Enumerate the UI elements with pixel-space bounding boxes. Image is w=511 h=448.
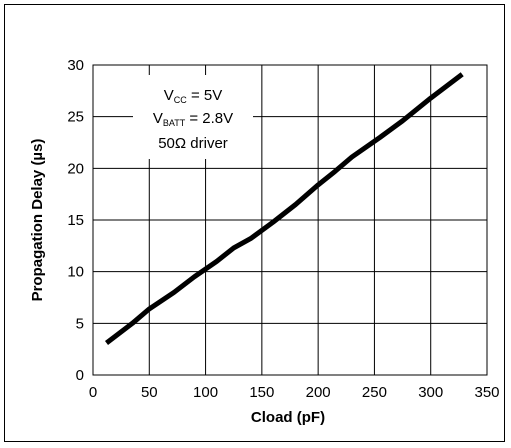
x-tick-label: 300 (418, 384, 443, 401)
x-tick-label: 0 (89, 384, 97, 401)
x-tick-label: 150 (249, 384, 274, 401)
x-tick-label: 250 (362, 384, 387, 401)
tick-labels: 0 50 100 150 200 250 300 350 0 5 10 15 20 25 30 (67, 57, 499, 401)
annotation-vcc: VCC = 5V (164, 87, 222, 105)
annotation-vbatt: VBATT = 2.8V (153, 110, 233, 128)
y-tick-label: 5 (76, 315, 84, 332)
y-tick-label: 15 (67, 212, 84, 229)
plot-area (92, 64, 488, 376)
x-axis-title: Cload (pF) (251, 409, 325, 426)
annotation-background (133, 75, 253, 159)
y-tick-label: 25 (67, 109, 84, 126)
x-tick-label: 200 (306, 384, 331, 401)
y-tick-label: 30 (67, 57, 84, 74)
y-axis-title: Propagation Delay (µs) (29, 139, 46, 302)
y-tick-label: 10 (67, 264, 84, 281)
annotation-driver: 50Ω driver (158, 135, 228, 152)
y-tick-label: 0 (76, 367, 84, 384)
series-line (104, 72, 464, 345)
x-tick-label: 50 (141, 384, 158, 401)
x-tick-label: 350 (474, 384, 499, 401)
chart-frame (4, 4, 505, 442)
x-tick-label: 100 (193, 384, 218, 401)
y-tick-label: 20 (67, 160, 84, 177)
